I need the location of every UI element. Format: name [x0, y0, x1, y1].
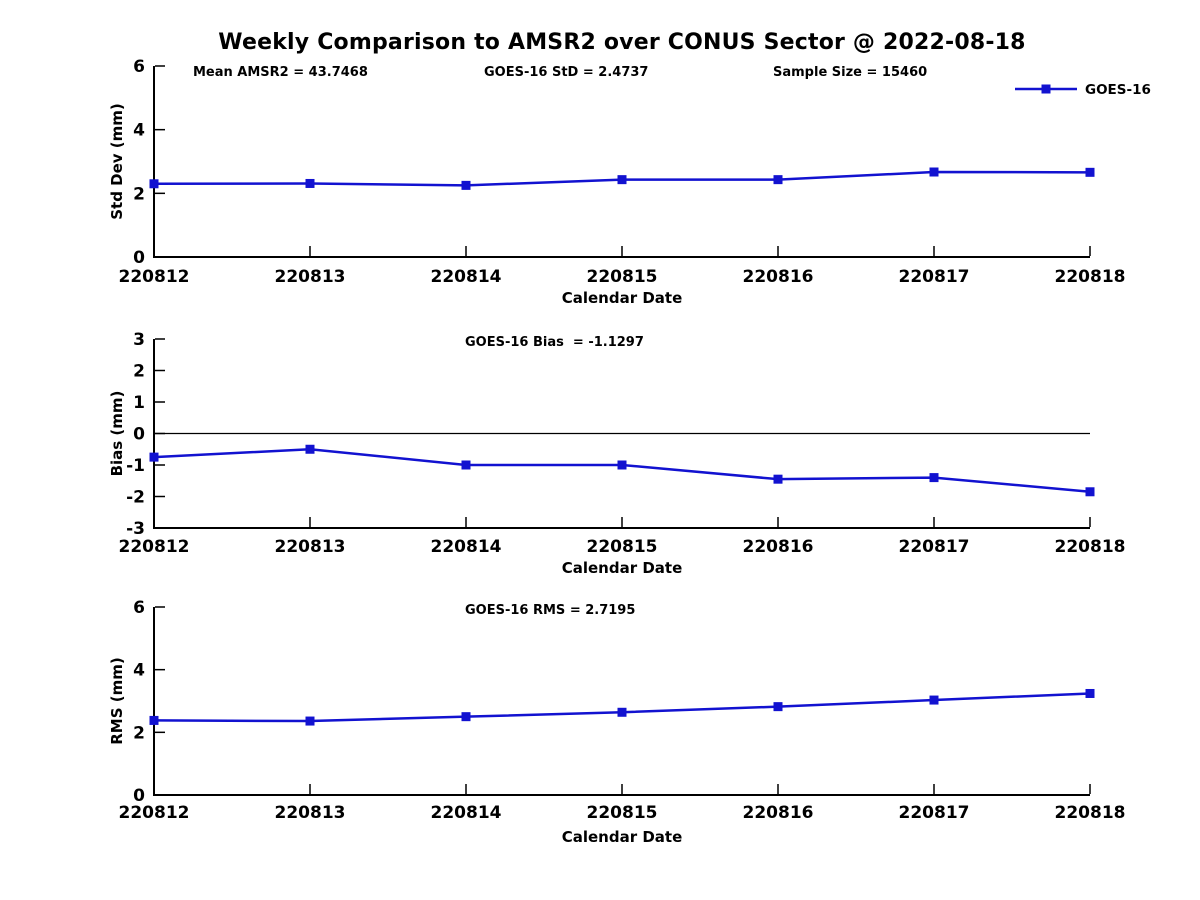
data-point-marker [929, 167, 939, 177]
x-tick-label: 220814 [431, 537, 502, 557]
x-tick-label: 220814 [431, 803, 502, 823]
x-axis-label: Calendar Date [562, 289, 683, 307]
stat-annotation: Sample Size = 15460 [773, 65, 927, 80]
data-point-marker [461, 460, 471, 470]
x-tick-label: 220818 [1055, 803, 1126, 823]
chart-rms: 0 2 4 6 220812 220813 220814 220815 220816 220817… [108, 598, 1125, 846]
data-point-marker [1085, 487, 1095, 497]
x-tick-label: 220817 [899, 537, 970, 557]
data-point-marker [305, 178, 315, 188]
x-tick-label: 220817 [899, 803, 970, 823]
x-tick-label: 220813 [275, 537, 346, 557]
y-tick-label: -2 [126, 488, 145, 508]
axis-spine [153, 339, 1090, 529]
data-point-marker [461, 180, 471, 190]
data-point-marker [773, 702, 783, 712]
x-tick-label: 220817 [899, 267, 970, 287]
x-axis-label: Calendar Date [562, 828, 683, 846]
data-point-marker [773, 474, 783, 484]
stat-annotation: GOES-16 StD = 2.4737 [484, 65, 648, 80]
x-tick-label: 220816 [743, 803, 814, 823]
x-tick-label: 220818 [1055, 267, 1126, 287]
x-tick-label: 220815 [587, 803, 658, 823]
y-tick-label: 6 [133, 598, 145, 618]
data-point-marker [617, 460, 627, 470]
data-point-marker [149, 179, 159, 189]
x-tick-label: 220813 [275, 803, 346, 823]
chart-std-dev: 0 2 4 6 220812 220813 220814 220815 220816 220817… [108, 57, 1151, 307]
x-tick-label: 220814 [431, 267, 502, 287]
x-tick-label: 220812 [119, 537, 190, 557]
x-tick-label: 220816 [743, 267, 814, 287]
data-point-marker [929, 473, 939, 483]
data-point-marker [149, 452, 159, 462]
y-tick-label: 6 [133, 57, 145, 77]
data-point-marker [773, 175, 783, 185]
data-point-marker [617, 707, 627, 717]
data-point-marker [1085, 688, 1095, 698]
series-line [153, 692, 1091, 723]
x-tick-label: 220812 [119, 267, 190, 287]
y-tick-label: 0 [133, 425, 145, 445]
chart-bias: -3 -2 -1 0 1 2 3 220812 220813 220814 220815 220816… [108, 330, 1125, 577]
x-tick-label: 220812 [119, 803, 190, 823]
figure-title: Weekly Comparison to AMSR2 over CONUS Se… [218, 30, 1026, 55]
data-point-marker [1085, 167, 1095, 177]
y-tick-label: 2 [133, 184, 145, 204]
stat-annotation: GOES-16 Bias = -1.1297 [465, 335, 644, 350]
series-line [153, 447, 1091, 494]
y-tick-label: 4 [133, 121, 145, 141]
y-axis-label: RMS (mm) [108, 657, 126, 744]
data-point-marker [149, 715, 159, 725]
stat-annotation: GOES-16 RMS = 2.7195 [465, 603, 635, 618]
x-tick-label: 220815 [587, 267, 658, 287]
y-tick-label: 2 [133, 362, 145, 382]
y-tick-label: 2 [133, 723, 145, 743]
y-axis-label: Std Dev (mm) [108, 103, 126, 220]
y-tick-label: -1 [126, 456, 145, 476]
x-tick-label: 220818 [1055, 537, 1126, 557]
legend-label: GOES-16 [1085, 82, 1151, 98]
legend-marker [1041, 84, 1051, 94]
y-tick-label: 3 [133, 330, 145, 350]
axis-spine [153, 66, 1090, 258]
data-point-marker [305, 716, 315, 726]
data-point-marker [461, 712, 471, 722]
x-axis-label: Calendar Date [562, 559, 683, 577]
y-tick-label: 0 [133, 786, 145, 806]
y-axis-label: Bias (mm) [108, 391, 126, 477]
axis-spine [153, 607, 1090, 796]
stat-annotation: Mean AMSR2 = 43.7468 [193, 65, 368, 80]
legend: GOES-16 [1015, 82, 1151, 98]
x-tick-label: 220816 [743, 537, 814, 557]
data-point-marker [305, 444, 315, 454]
x-tick-label: 220813 [275, 267, 346, 287]
x-tick-label: 220815 [587, 537, 658, 557]
y-tick-label: 1 [133, 393, 145, 413]
data-point-marker [617, 175, 627, 185]
y-tick-label: 4 [133, 661, 145, 681]
y-tick-label: 0 [133, 248, 145, 268]
data-point-marker [929, 695, 939, 705]
y-tick-label: -3 [126, 519, 145, 539]
